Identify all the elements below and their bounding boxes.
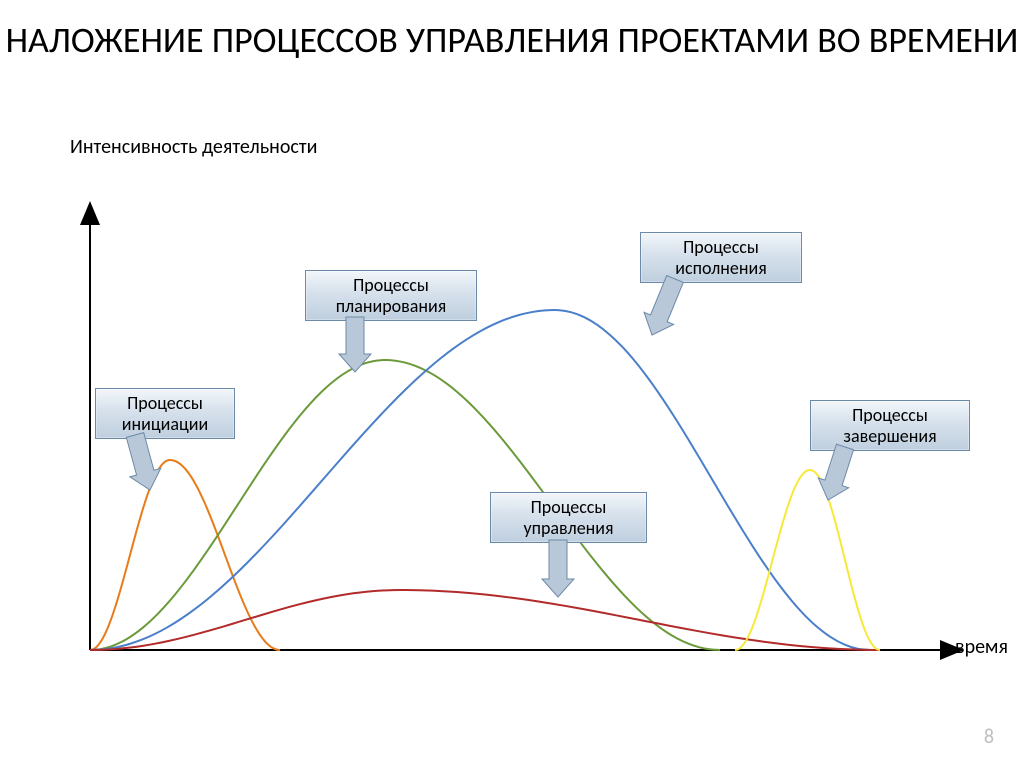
curve-planning: [90, 360, 720, 650]
chart-curves: [90, 310, 880, 650]
curve-initiation: [90, 460, 280, 650]
x-axis-label: время: [955, 635, 1008, 659]
slide: НАЛОЖЕНИЕ ПРОЦЕССОВ УПРАВЛЕНИЯ ПРОЕКТАМИ…: [0, 0, 1024, 767]
process-overlap-chart: [0, 0, 1024, 767]
curve-closing: [735, 470, 880, 650]
page-number: 8: [984, 725, 994, 749]
curve-execution: [90, 310, 870, 650]
chart-axes: [90, 205, 960, 650]
